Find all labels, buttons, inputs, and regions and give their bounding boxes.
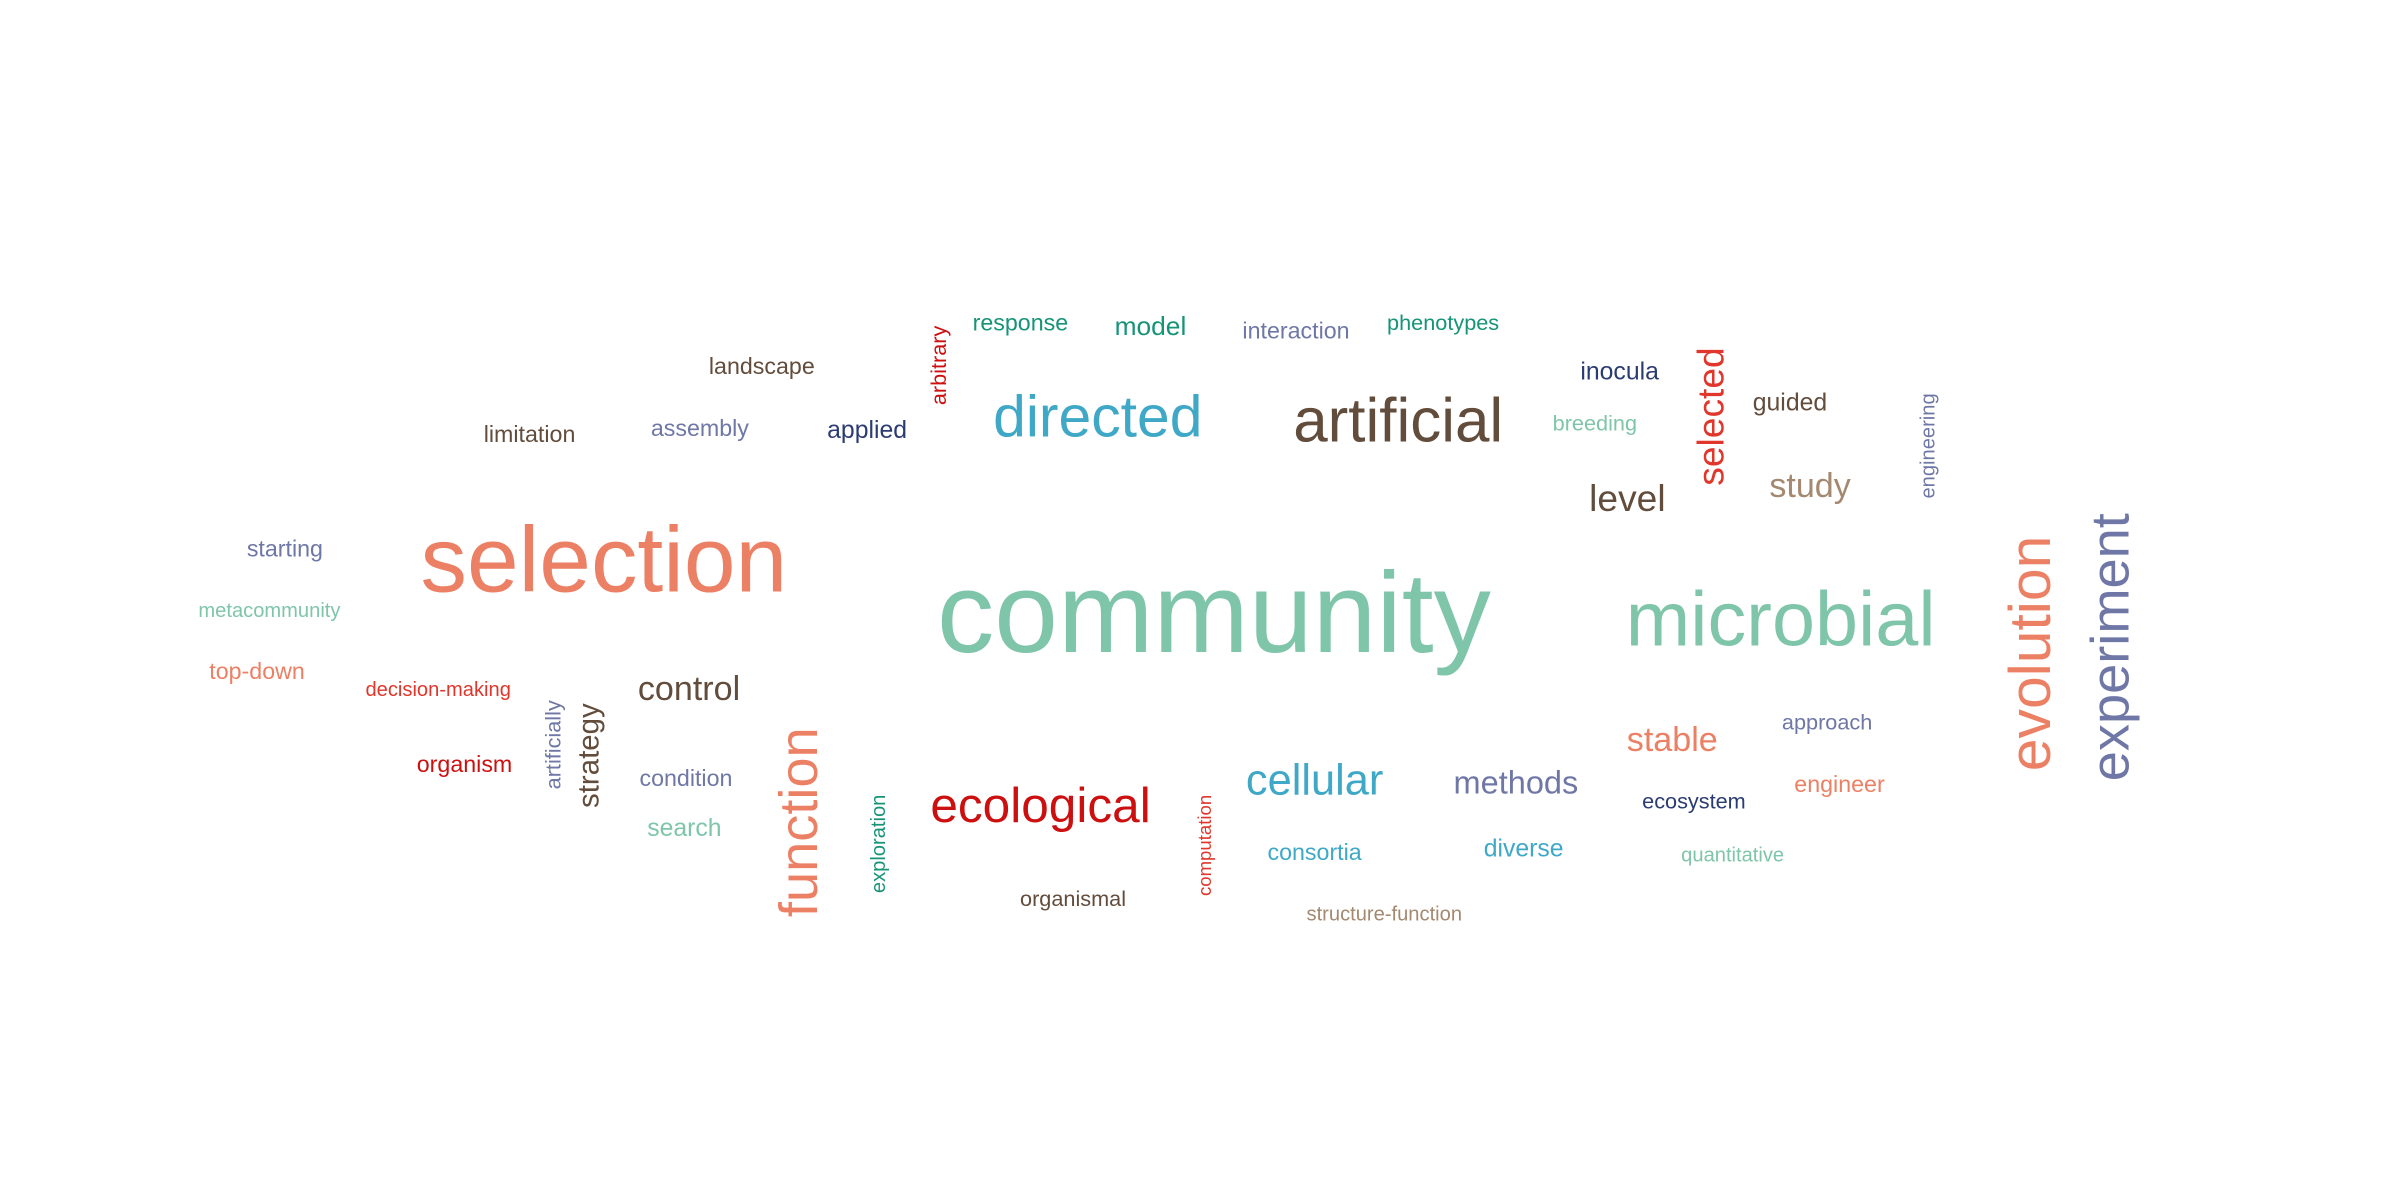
- word-study: study: [1769, 466, 1851, 505]
- word-starting: starting: [246, 536, 323, 563]
- word-experiment: experiment: [2080, 513, 2141, 782]
- word-consortia: consortia: [1267, 840, 1362, 867]
- word-structure-function: structure-function: [1306, 901, 1463, 926]
- word-interaction: interaction: [1242, 318, 1350, 345]
- word-microbial: microbial: [1625, 576, 1936, 663]
- word-methods: methods: [1453, 765, 1579, 802]
- word-guided: guided: [1752, 390, 1828, 417]
- word-artificial: artificial: [1293, 387, 1504, 456]
- word-ecological: ecological: [930, 777, 1151, 834]
- word-inocula: inocula: [1580, 359, 1659, 386]
- word-search: search: [647, 816, 722, 843]
- word-phenotypes: phenotypes: [1387, 309, 1500, 335]
- word-quantitative: quantitative: [1681, 843, 1785, 867]
- word-level: level: [1589, 478, 1666, 521]
- word-model: model: [1114, 312, 1187, 342]
- word-selection: selection: [420, 507, 788, 612]
- word-organismal: organismal: [1020, 885, 1127, 911]
- word-artificially: artificially: [540, 700, 566, 790]
- word-approach: approach: [1781, 709, 1873, 734]
- word-landscape: landscape: [708, 353, 815, 381]
- word-organism: organism: [416, 751, 513, 779]
- word-condition: condition: [639, 765, 733, 793]
- word-function: function: [768, 727, 830, 918]
- word-applied: applied: [827, 418, 908, 445]
- word-stable: stable: [1626, 720, 1718, 759]
- word-selected: selected: [1690, 347, 1733, 486]
- word-engineer: engineer: [1794, 771, 1885, 799]
- word-arbitrary: arbitrary: [925, 325, 951, 406]
- word-diverse: diverse: [1483, 836, 1564, 863]
- word-evolution: evolution: [1998, 535, 2065, 772]
- word-control: control: [637, 668, 741, 708]
- word-cellular: cellular: [1245, 755, 1384, 804]
- word-top-down: top-down: [209, 658, 305, 686]
- word-breeding: breeding: [1552, 410, 1638, 436]
- word-assembly: assembly: [650, 415, 749, 443]
- word-community: community: [936, 548, 1491, 677]
- word-decision-making: decision-making: [365, 677, 511, 701]
- word-directed: directed: [993, 385, 1203, 451]
- word-limitation: limitation: [483, 421, 576, 449]
- word-computation: computation: [1193, 794, 1216, 897]
- word-metacommunity: metacommunity: [198, 598, 341, 622]
- word-response: response: [972, 310, 1069, 337]
- word-engineering: engineering: [1916, 393, 1940, 499]
- word-ecosystem: ecosystem: [1642, 788, 1746, 813]
- word-exploration: exploration: [866, 794, 890, 894]
- word-strategy: strategy: [573, 703, 607, 808]
